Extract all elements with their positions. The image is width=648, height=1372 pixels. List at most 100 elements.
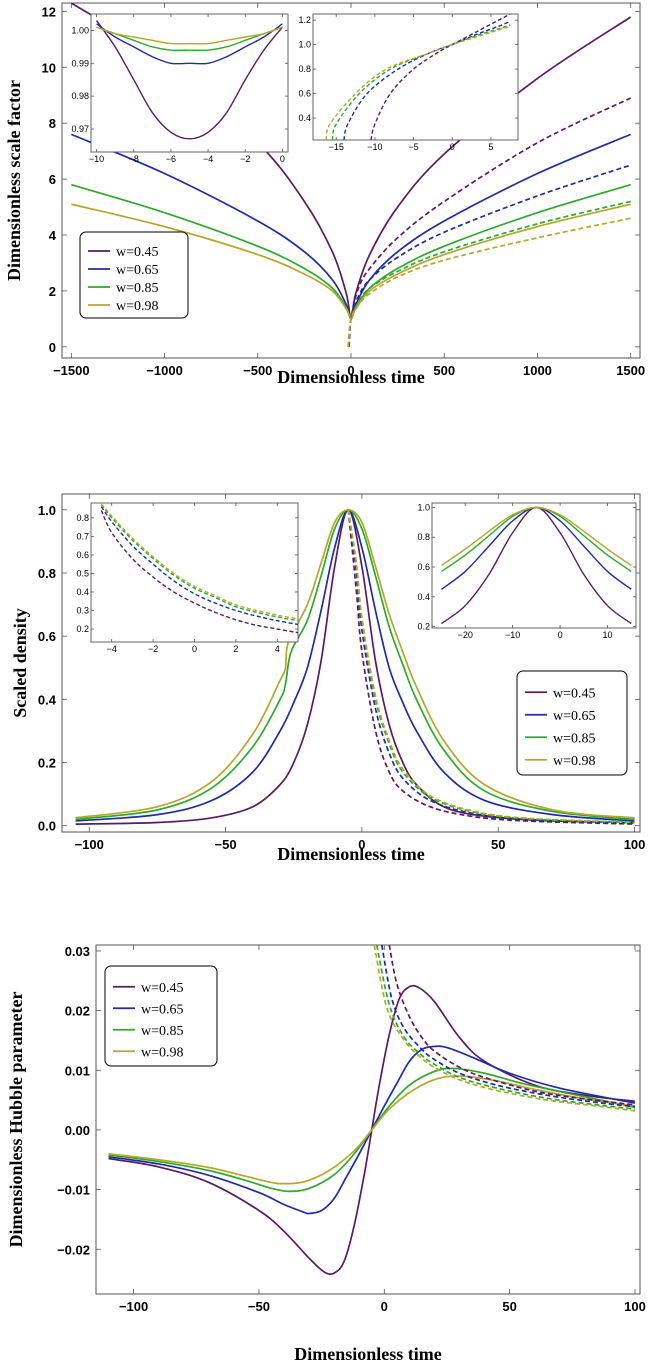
panel-1-ytick-label: 6 xyxy=(49,172,56,187)
panel-3-xtick-label: 50 xyxy=(502,1299,516,1314)
panel-2-inset-2-xtick-label: 10 xyxy=(603,630,613,640)
panel-3-ytick-label: 0.03 xyxy=(65,944,90,959)
panel-3-series-line-w065-solid xyxy=(108,1045,636,1215)
panel-1-xtick-label: −1500 xyxy=(53,363,90,378)
panel-2-inset-2-frame xyxy=(431,502,637,629)
panel-3-ytick-label: −0.01 xyxy=(57,1183,90,1198)
panel-2-inset-1-series-line-w098-dashed xyxy=(100,503,298,620)
panel-3-xtick-label: −50 xyxy=(248,1299,270,1314)
panel-2-inset-1-ytick-label: 0.8 xyxy=(76,513,89,523)
panel-2-ytick-label: 0.2 xyxy=(38,756,56,771)
panel-1-inset-1-xtick-label: −10 xyxy=(89,154,104,164)
panel-1-legend: w=0.45 w=0.65 w=0.85 w=0.98 xyxy=(79,231,189,319)
panel-1-inset-2-ytick-label: 1.2 xyxy=(298,15,311,25)
panel-2-inset-1-xtick-label: 4 xyxy=(275,644,280,654)
panel-2-xtick-label: 100 xyxy=(624,837,646,852)
panel-1-inset-2-xtick-label: 0 xyxy=(450,142,455,152)
panel-2-inset-2-xtick-label: −10 xyxy=(505,630,520,640)
panel-3-ytick-label: 0.00 xyxy=(65,1123,90,1138)
panel-1-inset-1-series-line-w065-solid xyxy=(96,23,283,65)
panel-2-y-axis-title: Scaled density xyxy=(10,608,30,718)
panel-2-inset-2-series-line-w098-solid xyxy=(441,506,632,567)
panel-2-inset-1-series-line-w065-dashed xyxy=(100,506,298,626)
legend-label-w085: w=0.85 xyxy=(553,731,596,746)
panel-1-x-axis-title: Dimensionless time xyxy=(277,367,425,387)
panel-2-inset-1-xtick-label: 2 xyxy=(233,644,238,654)
panel-1-inset-2-xtick-label: −15 xyxy=(329,142,344,152)
panel-3-series-line-w098-dashed xyxy=(373,945,636,1112)
panel-3-xtick-label: 100 xyxy=(624,1299,646,1314)
panel-2-ytick-label: 0.0 xyxy=(38,819,56,834)
panel-2-series-group xyxy=(75,508,635,825)
panel-2-ytick-label: 0.4 xyxy=(38,692,57,707)
panel-3-series-line-w098-solid xyxy=(108,1075,636,1185)
panel-1-inset-1: −10 −8 −6 −4 −2 0 0.97 0.98 0.99 1.00 xyxy=(71,13,289,164)
chart-panel-1: −1500 −1000 −500 0 500 1000 1500024681012Dimen… xyxy=(4,2,645,387)
panel-1-ytick-label: 0 xyxy=(49,340,56,355)
legend-label-w065: w=0.65 xyxy=(116,263,159,278)
legend-label-w098: w=0.98 xyxy=(116,299,159,314)
panel-1-inset-2: −15 −10 −5 0 5 0.4 0.6 0.8 1.0 1.2 xyxy=(298,13,519,152)
panel-3-series-line-w085-dashed xyxy=(375,945,636,1110)
panel-1-inset-2-series-line-w065-dashed xyxy=(343,20,511,140)
panel-3-ytick-label: 0.02 xyxy=(65,1004,90,1019)
panel-1-ytick-label: 10 xyxy=(42,60,56,75)
panel-2-ytick-label: 0.8 xyxy=(38,566,56,581)
panel-2-series-line-w098-dashed xyxy=(347,509,635,824)
panel-3-series-group xyxy=(108,945,636,1276)
panel-1-inset-2-series-group xyxy=(325,14,511,140)
panel-2-inset-1-series-line-w085-dashed xyxy=(100,504,298,622)
panel-1-xtick-label: 1000 xyxy=(523,363,552,378)
panel-1-inset-1-series-line-w098-solid xyxy=(96,26,283,45)
panel-2-ytick-label: 1.0 xyxy=(38,503,56,518)
panel-1-inset-1-ytick-label: 0.98 xyxy=(71,91,89,101)
panel-2-inset-2-xtick-label: 0 xyxy=(558,630,563,640)
legend-label-w085: w=0.85 xyxy=(141,1024,184,1039)
panel-2-inset-1-frame xyxy=(90,502,299,643)
panel-3-x-axis-title: Dimensionless time xyxy=(294,1344,442,1364)
chart-panel-2: −100 −50 0 50 1000.00.20.40.60.81.0Dimension… xyxy=(10,493,646,864)
panel-2-inset-1-xtick-label: 0 xyxy=(192,644,197,654)
panel-1-inset-2-ytick-label: 1.0 xyxy=(298,40,311,50)
panel-1-ytick-label: 4 xyxy=(49,228,57,243)
panel-2-inset-1-ytick-label: 0.7 xyxy=(76,531,89,541)
panel-2-inset-2-xtick-label: −20 xyxy=(458,630,473,640)
panel-2-ytick-label: 0.6 xyxy=(38,629,56,644)
panel-3-series-line-w065-dashed xyxy=(380,945,636,1108)
legend-label-w065: w=0.65 xyxy=(141,1002,184,1017)
panel-2-inset-1-ytick-label: 0.3 xyxy=(76,605,89,615)
legend-label-w098: w=0.98 xyxy=(141,1045,184,1060)
panel-1-inset-1-xtick-label: −8 xyxy=(129,154,139,164)
panel-1-inset-1-series-line-w045-solid xyxy=(96,20,283,140)
panel-1-inset-1-ytick-label: 0.99 xyxy=(71,58,89,68)
panel-2-x-axis-title: Dimensionless time xyxy=(277,844,425,864)
panel-2-series-line-w045-dashed xyxy=(347,509,635,825)
panel-1-xtick-label: 500 xyxy=(433,363,455,378)
panel-2-inset-2-ytick-label: 0.6 xyxy=(417,562,430,572)
panel-1-inset-2-series-line-w098-dashed xyxy=(325,25,511,140)
panel-3-y-axis-title: Dimensionless Hubble parameter xyxy=(6,991,26,1247)
panel-1-inset-1-xtick-label: −4 xyxy=(203,154,213,164)
panel-2-inset-1-ytick-label: 0.6 xyxy=(76,550,89,560)
panel-1-inset-1-xtick-label: 0 xyxy=(280,154,285,164)
panel-3-series-line-w045-dashed xyxy=(388,945,636,1106)
legend-label-w098: w=0.98 xyxy=(553,754,596,769)
panel-2-series-line-w098-solid xyxy=(75,508,635,819)
panel-3-xtick-label: 0 xyxy=(381,1299,388,1314)
panel-2-inset-2-series-group xyxy=(441,506,632,625)
panel-1-xtick-label: 1500 xyxy=(616,363,645,378)
chart-panel-3: −100 −50 0 50 100 −0.02 −0.01 0.00 0.01 0.02 0.03 D… xyxy=(6,944,646,1364)
panel-2-inset-1-series-line-w045-dashed xyxy=(100,510,298,634)
panel-1-xtick-label: −500 xyxy=(243,363,272,378)
panel-1-inset-1-ytick-label: 1.00 xyxy=(71,25,89,35)
panel-2-legend: w=0.45 w=0.65 w=0.85 w=0.98 xyxy=(516,670,628,776)
panel-2-inset-1-ytick-label: 0.4 xyxy=(76,587,89,597)
legend-label-w065: w=0.65 xyxy=(553,709,596,724)
legend-label-w085: w=0.85 xyxy=(116,281,159,296)
legend-label-w045: w=0.45 xyxy=(116,245,159,260)
panel-1-inset-2-ytick-label: 0.6 xyxy=(298,89,311,99)
panel-2-inset-1-series-group xyxy=(100,503,298,634)
panel-3-xtick-label: −100 xyxy=(119,1299,148,1314)
panel-2-inset-2: −20 −10 0 10 0.2 0.4 0.6 0.8 1.0 xyxy=(417,502,637,640)
legend-label-w045: w=0.45 xyxy=(141,981,184,996)
